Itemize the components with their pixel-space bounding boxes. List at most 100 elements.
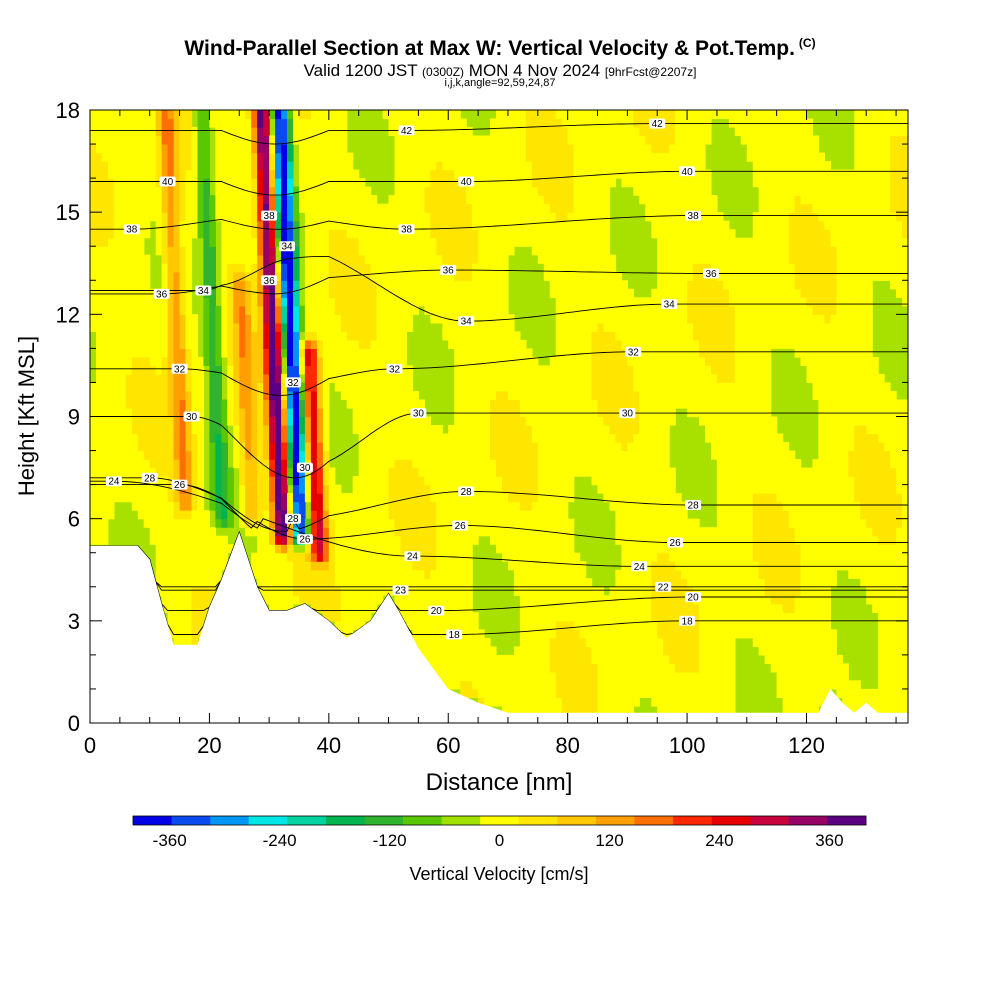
w-cell [221,314,228,324]
w-cell [609,476,617,486]
w-cell [543,203,551,213]
w-cell [334,288,342,298]
w-cell [388,450,396,460]
w-cell [287,322,294,332]
w-cell [90,161,97,171]
w-cell [394,297,402,307]
w-cell [412,467,419,477]
w-cell [358,288,366,298]
w-cell [173,229,181,239]
w-cell [245,314,252,324]
w-cell [352,603,360,613]
w-cell [573,552,581,562]
w-cell [615,680,622,690]
w-cell [227,195,234,205]
w-cell [382,518,390,528]
w-cell [519,391,527,401]
w-cell [191,586,199,596]
w-cell [549,654,557,664]
w-cell [137,297,145,307]
w-cell [215,203,222,213]
w-cell [304,339,312,349]
w-cell [508,110,515,120]
w-cell [591,356,599,366]
w-cell [215,467,222,477]
w-cell [143,314,151,324]
w-cell [263,229,270,239]
w-cell [215,408,222,418]
w-cell [448,476,455,486]
w-cell [328,305,336,315]
w-cell [621,399,628,409]
w-cell [484,169,491,179]
w-cell [155,510,163,520]
w-cell [346,220,354,230]
w-cell [107,288,115,298]
w-cell [406,578,414,588]
w-cell [143,195,151,205]
w-cell [549,280,557,290]
w-cell [185,118,193,128]
w-cell [310,459,318,469]
w-cell [472,178,479,188]
w-cell [269,314,276,324]
w-cell [358,237,366,247]
w-cell [245,161,252,171]
w-cell [519,127,527,137]
w-cell [316,408,324,418]
w-cell [155,391,163,401]
w-cell [376,356,384,366]
w-cell [221,442,228,452]
w-cell [125,305,133,315]
w-cell [508,501,515,511]
w-cell [549,169,557,179]
w-cell [448,229,455,239]
w-cell [442,195,449,205]
w-cell [424,527,431,537]
w-cell [137,442,145,452]
w-cell [340,203,348,213]
w-cell [603,246,611,256]
w-cell [519,518,527,528]
w-cell [442,552,449,562]
w-cell [502,518,509,528]
w-cell [454,297,461,307]
w-cell [472,280,479,290]
w-cell [382,425,390,435]
w-cell [376,280,384,290]
w-cell [257,229,264,239]
w-cell [478,237,485,247]
w-cell [454,586,461,596]
w-cell [478,305,485,315]
w-cell [478,365,485,375]
w-cell [161,322,169,332]
w-cell [597,110,605,120]
w-cell [466,603,473,613]
w-cell [394,314,402,324]
w-cell [310,484,318,494]
w-cell [418,212,425,222]
w-cell [406,450,414,460]
w-cell [627,680,634,690]
w-cell [621,527,628,537]
w-cell [543,569,551,579]
w-cell [555,254,563,264]
w-cell [460,237,467,247]
w-cell [460,433,467,443]
w-cell [555,569,563,579]
w-cell [436,459,443,469]
w-cell [513,706,521,716]
w-cell [358,254,366,264]
w-cell [251,161,258,171]
w-cell [400,459,408,469]
w-cell [388,510,396,520]
w-cell [388,442,396,452]
w-cell [310,425,318,435]
w-cell [531,229,539,239]
w-cell [101,186,109,196]
w-cell [364,603,372,613]
w-cell [448,510,455,520]
w-cell [561,654,569,664]
w-cell [179,229,187,239]
w-cell [597,331,605,341]
